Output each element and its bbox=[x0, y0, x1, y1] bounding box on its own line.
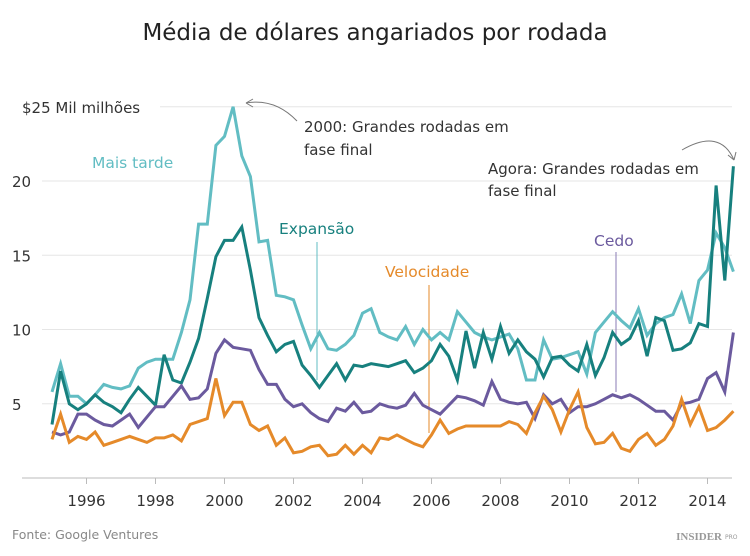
y-unit-label: $25 Mil milhões bbox=[22, 99, 140, 117]
series-line-expansao bbox=[50, 166, 735, 425]
x-tick-label: 2006 bbox=[412, 492, 450, 510]
arrowhead-icon bbox=[245, 98, 254, 108]
annotation-2000-arrow bbox=[245, 101, 298, 122]
y-tick-label: 10 bbox=[12, 322, 31, 340]
series-line-cedo bbox=[51, 332, 735, 437]
series-line-velocidade bbox=[50, 378, 735, 458]
y-axis: 5 10 15 20 bbox=[12, 173, 31, 414]
label-expansao: Expansão bbox=[279, 220, 354, 238]
annotation-2000-line2: fase final bbox=[304, 141, 373, 159]
y-tick-label: 20 bbox=[12, 173, 31, 191]
arrowhead-icon bbox=[727, 151, 737, 161]
label-cedo: Cedo bbox=[594, 232, 634, 250]
x-tick-label: 1998 bbox=[136, 492, 174, 510]
annotation-now-line1: Agora: Grandes rodadas em bbox=[488, 160, 699, 178]
x-tick-label: 2004 bbox=[343, 492, 381, 510]
x-axis: 1996 1998 2000 2002 2004 2006 2008 2010 2012 2014 bbox=[67, 478, 727, 510]
x-tick-label: 2002 bbox=[274, 492, 312, 510]
annotation-now-line2: fase final bbox=[488, 182, 557, 200]
y-tick-label: 5 bbox=[12, 396, 22, 414]
x-tick-label: 2008 bbox=[481, 492, 519, 510]
source-note: Fonte: Google Ventures bbox=[12, 527, 158, 542]
x-tick-label: 2010 bbox=[550, 492, 588, 510]
y-tick-label: 15 bbox=[12, 247, 31, 265]
x-tick-label: 2012 bbox=[619, 492, 657, 510]
brand-logo: INSIDER bbox=[676, 531, 723, 543]
x-tick-label: 2014 bbox=[688, 492, 726, 510]
label-velocidade: Velocidade bbox=[385, 263, 469, 281]
annotation-2000-line1: 2000: Grandes rodadas em bbox=[304, 118, 509, 136]
annotation-now-arrow bbox=[681, 140, 735, 161]
x-tick-label: 2000 bbox=[205, 492, 243, 510]
label-mais-tarde: Mais tarde bbox=[92, 154, 173, 172]
series-lines bbox=[50, 106, 735, 458]
chart-title: Média de dólares angariados por rodada bbox=[142, 20, 607, 46]
brand-logo-suffix: PRO bbox=[725, 534, 738, 541]
x-tick-label: 1996 bbox=[67, 492, 105, 510]
